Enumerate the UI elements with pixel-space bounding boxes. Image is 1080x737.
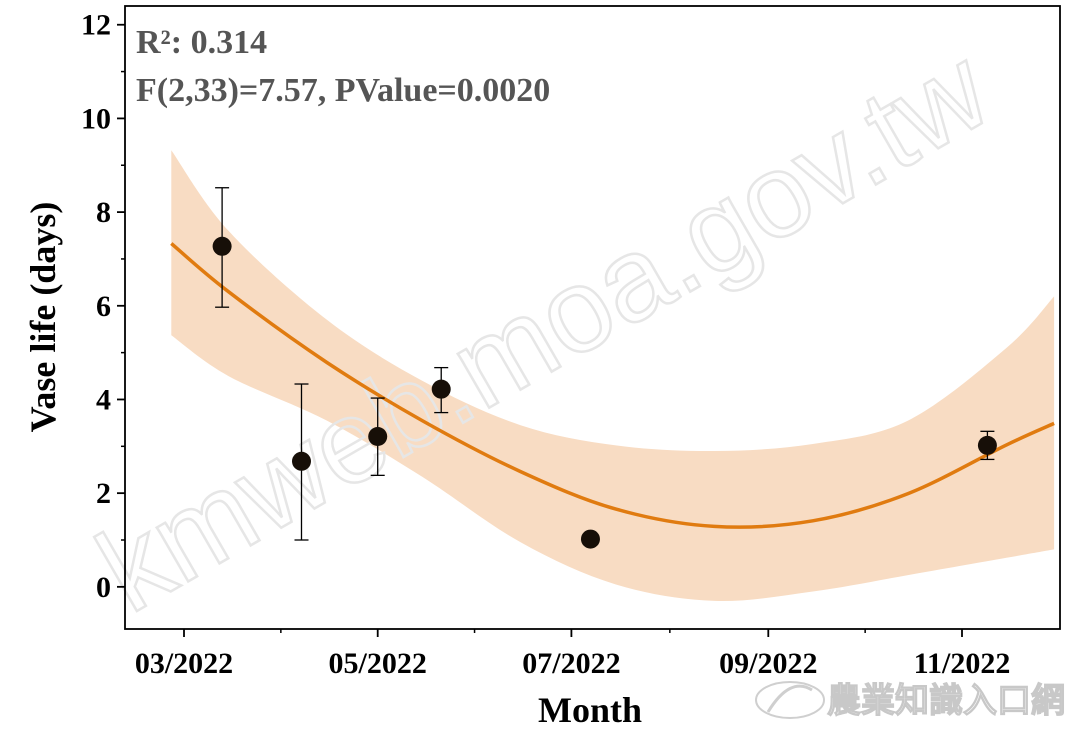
y-tick-label: 8 <box>96 196 111 229</box>
y-tick-label: 4 <box>96 383 111 416</box>
x-tick-label: 09/2022 <box>719 647 817 680</box>
x-tick-label: 11/2022 <box>914 647 1011 680</box>
x-tick-label: 03/2022 <box>135 647 233 680</box>
data-point <box>212 236 232 256</box>
data-point <box>291 451 311 471</box>
data-point <box>977 435 997 455</box>
y-tick-label: 12 <box>81 9 111 42</box>
data-point <box>431 379 451 399</box>
moa-swirl-logo-icon <box>755 681 825 719</box>
y-tick-label: 2 <box>96 477 111 510</box>
y-tick-label: 0 <box>96 571 111 604</box>
data-points <box>212 187 997 549</box>
x-axis-title: Month <box>538 690 642 730</box>
logo-text: 農業知識入口網 <box>827 681 1065 721</box>
fit-curve <box>170 242 1055 529</box>
y-axis-title: Vase life (days) <box>23 202 63 433</box>
confidence-band <box>171 150 1055 602</box>
x-tick-label: 05/2022 <box>329 647 427 680</box>
f-stat-annotation: F(2,33)=7.57, PValue=0.0020 <box>136 72 550 109</box>
moa-logo: 農業知識入口網 <box>755 680 1066 722</box>
x-tick-label: 07/2022 <box>522 647 620 680</box>
r-squared-annotation: R²: 0.314 <box>136 24 267 61</box>
data-point <box>580 529 600 549</box>
axis-ticks: 0 2 4 6 8 10 12 03/2022 05/2022 07/2022 09/2022 11/… <box>81 9 1010 680</box>
y-tick-label: 10 <box>81 102 111 135</box>
plot-frame <box>124 5 1061 630</box>
data-point <box>368 426 388 446</box>
y-tick-label: 6 <box>96 290 111 323</box>
